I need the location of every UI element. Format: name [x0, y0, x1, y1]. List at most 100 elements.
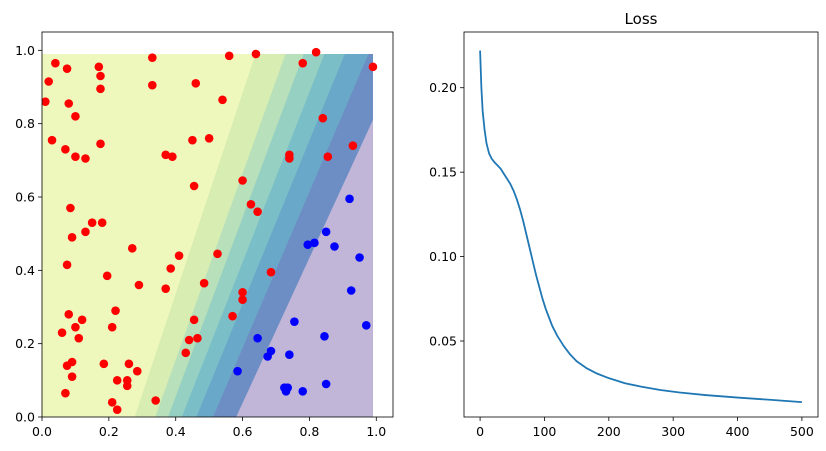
- left-axes-frame: [41, 31, 394, 418]
- y-tick-label: 0.8: [15, 116, 35, 131]
- red-point: [61, 388, 70, 398]
- blue-point: [320, 332, 329, 341]
- red-point: [57, 328, 67, 337]
- loss-panel: Loss 0 100 200 300 400 500 0.05 0.10 0.15 0.20: [429, 10, 819, 439]
- x-tick-label: 0.4: [166, 424, 186, 439]
- right-y-axis: 0.05 0.10 0.15 0.20: [429, 80, 464, 349]
- blue-point: [346, 286, 356, 295]
- red-point: [62, 361, 72, 370]
- blue-point: [330, 242, 339, 251]
- red-point: [132, 366, 142, 376]
- red-point: [61, 145, 70, 154]
- red-point: [298, 58, 308, 68]
- red-point: [166, 264, 175, 273]
- red-point: [348, 141, 358, 150]
- red-point: [246, 200, 256, 209]
- red-point: [102, 271, 112, 281]
- loss-line: [479, 50, 802, 404]
- red-point: [323, 152, 333, 161]
- x-tick-label: 500: [790, 424, 814, 439]
- red-point: [81, 154, 90, 163]
- y-tick-label: 0.6: [15, 190, 35, 205]
- blue-point: [321, 379, 331, 389]
- red-point: [311, 47, 321, 57]
- red-point: [62, 260, 72, 270]
- red-point: [42, 97, 50, 106]
- red-point: [191, 79, 201, 88]
- red-point: [251, 49, 261, 59]
- red-point: [51, 58, 60, 68]
- x-tick-label: 0.2: [99, 424, 119, 439]
- red-point: [189, 181, 199, 191]
- right-x-axis: 0 100 200 300 400 500: [476, 417, 814, 439]
- y-tick-label: 0.2: [15, 336, 35, 351]
- blue-point: [355, 253, 364, 262]
- x-tick-label: 0.0: [32, 424, 52, 439]
- blue-point: [345, 194, 354, 204]
- red-point: [67, 233, 77, 242]
- red-point: [77, 315, 87, 325]
- red-point: [148, 80, 157, 90]
- red-point: [238, 288, 247, 297]
- blue-point: [310, 238, 319, 248]
- red-point: [204, 134, 214, 143]
- x-tick-label: 300: [661, 424, 685, 439]
- right-axes-frame: [463, 31, 819, 418]
- y-tick-label: 0.15: [429, 165, 457, 180]
- red-point: [181, 348, 191, 358]
- x-tick-label: 200: [597, 424, 621, 439]
- red-point: [168, 152, 177, 161]
- decision-boundary-panel: 0.0 0.2 0.4 0.6 0.8 1.0 0.0 0.2 0.4 0.6 0.8 1.0: [15, 31, 394, 439]
- red-point: [44, 77, 53, 86]
- red-point: [67, 372, 77, 381]
- y-tick-label: 0.10: [429, 249, 457, 264]
- x-tick-label: 0: [476, 424, 484, 439]
- blue-point: [285, 350, 294, 359]
- red-point: [266, 267, 276, 277]
- red-point: [238, 295, 247, 304]
- blue-point: [233, 366, 242, 376]
- region-band: [236, 119, 373, 417]
- red-point: [122, 381, 132, 391]
- loss-title: Loss: [625, 10, 658, 28]
- y-tick-label: 0.0: [15, 410, 35, 425]
- red-point: [184, 335, 194, 345]
- red-point: [71, 322, 80, 332]
- red-point: [238, 176, 247, 185]
- red-point: [62, 64, 72, 73]
- red-point: [161, 284, 170, 293]
- red-point: [368, 62, 378, 72]
- red-point: [64, 310, 74, 319]
- x-tick-label: 1.0: [366, 424, 386, 439]
- decision-regions: [42, 54, 373, 417]
- x-tick-label: 400: [726, 424, 750, 439]
- loss-line-group: [479, 50, 802, 404]
- blue-point: [281, 387, 291, 396]
- red-point: [96, 71, 105, 81]
- x-tick-label: 0.8: [299, 424, 319, 439]
- blue-point: [361, 321, 371, 330]
- y-tick-label: 1.0: [15, 43, 35, 58]
- red-point: [189, 315, 199, 325]
- red-point: [64, 99, 74, 108]
- red-point: [111, 306, 120, 315]
- y-tick-label: 0.4: [15, 263, 35, 278]
- red-point: [218, 95, 227, 105]
- blue-point: [321, 227, 331, 237]
- red-point: [112, 405, 122, 414]
- red-point: [74, 333, 84, 343]
- red-point: [199, 278, 209, 288]
- red-point: [107, 322, 117, 332]
- y-tick-label: 0.20: [429, 80, 457, 95]
- red-point: [228, 311, 237, 321]
- red-point: [188, 135, 197, 145]
- y-tick-label: 0.05: [429, 334, 457, 349]
- blue-point: [298, 387, 308, 396]
- red-point: [97, 218, 107, 227]
- x-tick-label: 100: [533, 424, 557, 439]
- red-point: [148, 53, 157, 62]
- red-point: [107, 398, 117, 407]
- data-points: [42, 47, 378, 414]
- red-point: [71, 152, 80, 161]
